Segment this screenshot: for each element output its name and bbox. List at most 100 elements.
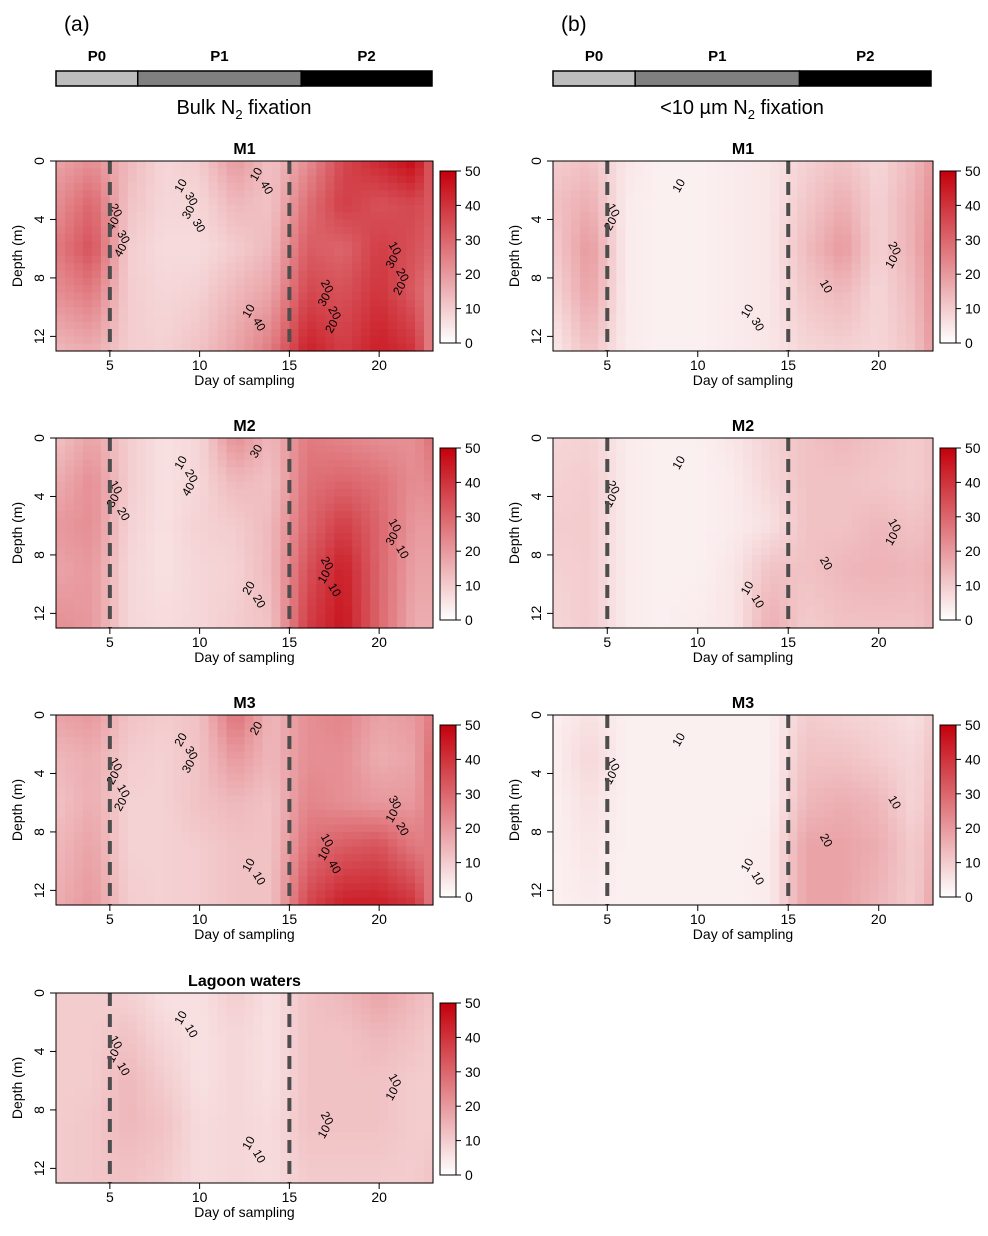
heatmap-cell (227, 548, 237, 556)
heatmap-cell (298, 752, 308, 760)
heatmap-cell (191, 584, 201, 592)
heatmap-cell (788, 278, 798, 286)
heatmap-cell (128, 533, 138, 541)
heatmap-cell (137, 497, 147, 505)
heatmap-cell (379, 278, 389, 286)
heatmap-cell (227, 722, 237, 730)
heatmap-cell (83, 781, 93, 789)
x-axis-label: Day of sampling (194, 649, 294, 665)
heatmap-cell (680, 344, 690, 352)
heatmap-cell (852, 256, 862, 264)
heatmap-cell (644, 548, 654, 556)
heatmap-cell (173, 168, 183, 176)
heatmap-cell (83, 336, 93, 344)
heatmap-cell (797, 613, 807, 621)
heatmap-cell (553, 584, 563, 592)
heatmap-cell (815, 526, 825, 534)
heatmap-cell (128, 497, 138, 505)
heatmap-cell (343, 183, 353, 191)
heatmap-cell (671, 497, 681, 505)
heatmap-cell (83, 205, 93, 213)
heatmap-cell (734, 511, 744, 519)
colorbar-tick-label: 50 (965, 440, 981, 456)
heatmap-cell (164, 774, 174, 782)
heatmap-cell (92, 263, 102, 271)
heatmap-cell (924, 234, 934, 242)
heatmap-cell (343, 518, 353, 526)
heatmap-cell (218, 555, 228, 563)
heatmap-cell (361, 438, 371, 446)
heatmap-cell (834, 592, 844, 600)
heatmap-cell (370, 540, 380, 548)
heatmap-cell (209, 249, 219, 257)
heatmap-cell (56, 256, 66, 264)
heatmap-cell (173, 307, 183, 315)
heatmap-cell (743, 460, 753, 468)
heatmap-cell (146, 438, 156, 446)
heatmap-cell (634, 329, 644, 337)
heatmap-cell (227, 300, 237, 308)
heatmap-cell (325, 445, 335, 453)
heatmap-cell (634, 606, 644, 614)
heatmap-cell (397, 198, 407, 206)
heatmap-cell (879, 161, 889, 169)
heatmap-cell (415, 176, 425, 184)
heatmap-cell (725, 548, 735, 556)
heatmap-cell (245, 190, 255, 198)
heatmap-cell (680, 555, 690, 563)
heatmap-cell (625, 438, 635, 446)
heatmap-cell (307, 504, 317, 512)
heatmap-cell (743, 438, 753, 446)
heatmap-cell (361, 176, 371, 184)
heatmap-cell (173, 329, 183, 337)
heatmap-cell (897, 577, 907, 585)
heatmap-cell (388, 445, 398, 453)
heatmap-cell (83, 548, 93, 556)
heatmap-cell (553, 212, 563, 220)
heatmap-cell (698, 592, 708, 600)
heatmap-cell (797, 212, 807, 220)
heatmap-cell (852, 212, 862, 220)
heatmap-cell (662, 497, 672, 505)
heatmap-cell (245, 467, 255, 475)
heatmap-cell (254, 504, 264, 512)
heatmap-cell (236, 205, 246, 213)
heatmap-cell (752, 445, 762, 453)
heatmap-cell (698, 271, 708, 279)
heatmap-cell (797, 183, 807, 191)
heatmap-cell (806, 285, 816, 293)
heatmap-cell (634, 256, 644, 264)
heatmap-cell (571, 183, 581, 191)
heatmap-cell (562, 482, 572, 490)
heatmap-cell (343, 438, 353, 446)
heatmap-cell (352, 220, 362, 228)
heatmap-cell (74, 526, 84, 534)
heatmap-cell (888, 555, 898, 563)
heatmap-cell (424, 592, 434, 600)
heatmap-cell (852, 227, 862, 235)
heatmap-cell (580, 300, 590, 308)
heatmap-cell (164, 293, 174, 301)
heatmap-cell (662, 621, 672, 629)
heatmap-cell (716, 475, 726, 483)
heatmap-cell (834, 584, 844, 592)
heatmap-cell (806, 336, 816, 344)
heatmap-cell (797, 293, 807, 301)
heatmap-cell (406, 300, 416, 308)
heatmap-cell (334, 220, 344, 228)
heatmap-cell (191, 518, 201, 526)
heatmap-cell (137, 329, 147, 337)
heatmap-cell (146, 774, 156, 782)
heatmap-cell (924, 482, 934, 490)
heatmap-cell (343, 715, 353, 723)
heatmap-cell (625, 285, 635, 293)
heatmap-cell (74, 548, 84, 556)
heatmap-cell (580, 533, 590, 541)
heatmap-cell (653, 592, 663, 600)
heatmap-cell (553, 533, 563, 541)
heatmap-cell (571, 518, 581, 526)
heatmap-cell (824, 168, 834, 176)
heatmap-cell (662, 344, 672, 352)
heatmap-cell (128, 475, 138, 483)
